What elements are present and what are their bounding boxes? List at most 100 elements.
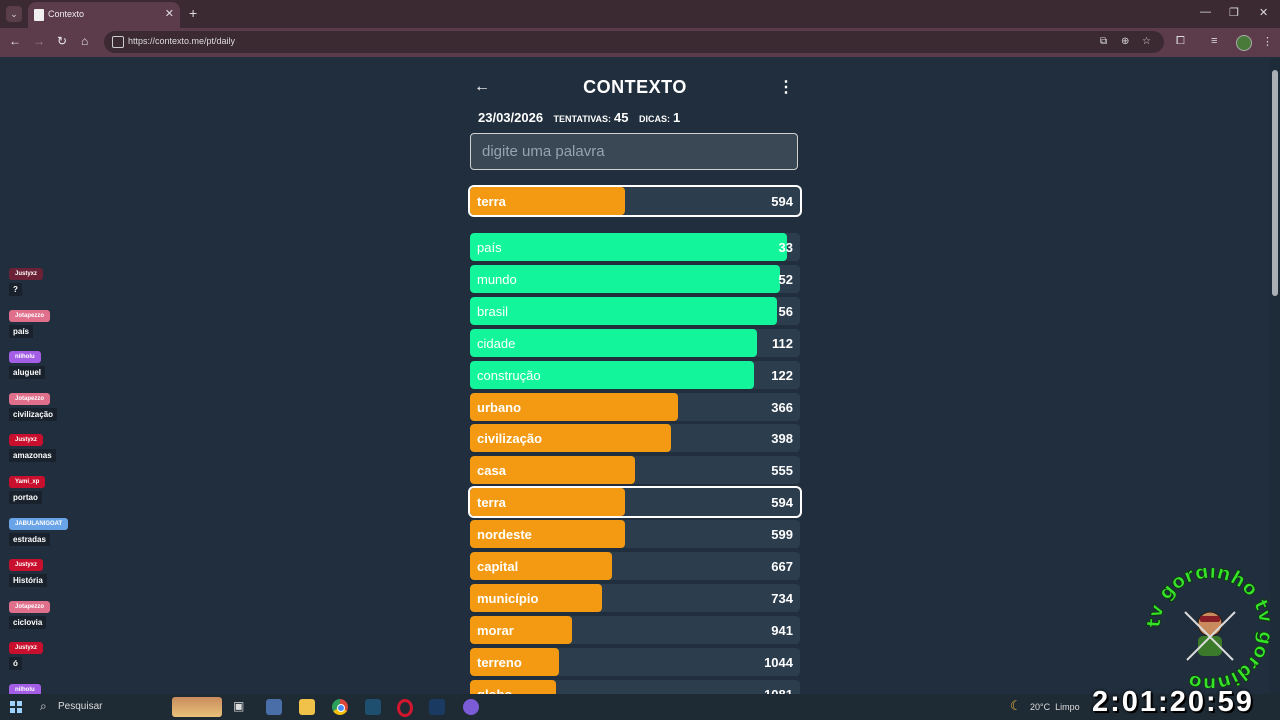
minimize-icon[interactable]: — (1200, 6, 1211, 18)
chat-message: Justyxz ó (9, 636, 44, 670)
guess-row: terreno 1044 (470, 648, 800, 676)
profile-avatar[interactable] (1236, 35, 1252, 51)
back-arrow-icon[interactable]: ← (474, 78, 490, 95)
microsoft-store-icon[interactable] (266, 699, 282, 715)
guess-word: morar (477, 623, 514, 638)
chat-message-text: amazonas (9, 449, 56, 462)
extensions-icon[interactable]: ⧠ (1176, 35, 1185, 47)
guess-distance: 941 (771, 623, 793, 638)
reload-icon[interactable]: ↻ (57, 34, 68, 48)
guess-row: brasil 56 (470, 297, 800, 325)
chat-message: Yami_xp portao (9, 470, 46, 504)
game-header: ← CONTEXTO ⋮ (470, 76, 800, 100)
search-icon[interactable]: ⌕ (40, 699, 47, 713)
task-view-icon[interactable]: ▣ (233, 699, 245, 713)
temperature: 20°C (1030, 702, 1051, 712)
media-control-icon[interactable]: ≡ (1211, 35, 1218, 47)
attempts-count: 45 (614, 110, 629, 125)
guess-distance: 398 (771, 431, 793, 446)
bookmark-star-icon[interactable]: ☆ (1142, 36, 1151, 47)
forward-icon[interactable]: → (33, 34, 45, 48)
stream-timer: 2:01:20:59 (1092, 686, 1254, 718)
site-info-icon[interactable] (112, 36, 124, 48)
scrollbar-thumb[interactable] (1272, 70, 1278, 296)
start-windows-icon[interactable] (10, 701, 22, 713)
home-icon[interactable]: ⌂ (81, 34, 89, 48)
hints-count: 1 (672, 110, 681, 125)
hints-label: DICAS: (638, 114, 670, 124)
close-tab-icon[interactable]: ✕ (164, 8, 174, 20)
page-scrollbar[interactable] (1270, 58, 1280, 694)
options-menu-icon[interactable]: ⋮ (778, 79, 794, 96)
zoom-icon[interactable]: ⊕ (1121, 36, 1130, 47)
address-bar[interactable]: https://contexto.me/pt/daily ⧉ ⊕ ☆ (104, 31, 1164, 53)
guess-word: nordeste (477, 527, 532, 542)
guess-row: casa 555 (470, 456, 800, 484)
game-title: CONTEXTO (583, 77, 687, 97)
word-input[interactable] (470, 133, 798, 170)
guess-distance: 594 (771, 495, 793, 510)
guess-distance: 112 (772, 336, 793, 351)
guess-word: terreno (477, 655, 522, 670)
guess-bar (470, 456, 635, 484)
file-explorer-icon[interactable] (299, 699, 315, 715)
last-guess-row: terra 594 (470, 187, 800, 215)
guess-bar (470, 520, 626, 548)
back-icon[interactable]: ← (9, 34, 21, 48)
moon-icon: ☾ (1010, 698, 1022, 713)
chat-username-badge: Jotapezzo (9, 601, 51, 613)
chat-username-badge: Yami_xp (9, 476, 46, 488)
guess-bar (470, 424, 672, 452)
guess-bar (470, 265, 781, 293)
close-window-icon[interactable]: ✕ (1259, 7, 1269, 19)
browser-menu-icon[interactable]: ⋮ (1262, 36, 1273, 48)
taskbar-search[interactable]: Pesquisar (58, 701, 103, 712)
guess-distance: 33 (778, 240, 793, 255)
chat-username-badge: Justyxz (9, 434, 44, 446)
guess-word: capital (477, 559, 519, 574)
guess-distance: 122 (771, 368, 793, 383)
steam-icon[interactable] (429, 699, 445, 715)
chat-message-text: estradas (9, 533, 50, 546)
opera-icon[interactable] (397, 699, 413, 717)
chat-message-text: História (9, 574, 47, 587)
weather-status: 20°C Limpo (1030, 702, 1080, 712)
guess-row: construção 122 (470, 361, 800, 389)
chat-message: Jotapezzo país (9, 304, 51, 338)
chat-message: JABULANIGOAT estradas (9, 512, 69, 546)
restore-icon[interactable]: ❐ (1229, 7, 1239, 19)
chrome-icon[interactable] (332, 699, 348, 715)
browser-tab[interactable]: Contexto ✕ (28, 2, 180, 28)
chat-username-badge: Justyxz (9, 268, 44, 280)
tab-strip: ⌄ Contexto ✕ + — ❐ ✕ (0, 0, 1280, 28)
discord-icon[interactable] (463, 699, 479, 715)
guess-row: nordeste 599 (470, 520, 800, 548)
browser-toolbar: ← → ↻ ⌂ https://contexto.me/pt/daily ⧉ ⊕… (0, 28, 1280, 57)
new-tab-icon[interactable]: + (189, 5, 198, 21)
guess-distance: 734 (771, 591, 793, 606)
guess-bar (470, 297, 777, 325)
url-text[interactable]: https://contexto.me/pt/daily (128, 36, 236, 46)
search-highlight-image[interactable] (172, 697, 222, 717)
guess-row: civilização 398 (470, 424, 800, 452)
app-icon[interactable] (365, 699, 381, 715)
guess-bar (470, 488, 626, 516)
guess-bar (470, 584, 602, 612)
guess-word: construção (477, 368, 541, 383)
chat-message-text: país (9, 325, 34, 338)
install-app-icon[interactable]: ⧉ (1100, 36, 1108, 47)
chat-message-text: aluguel (9, 366, 46, 379)
chat-message: Jotapezzo civilização (9, 387, 58, 421)
guess-bar (470, 648, 560, 676)
guess-word: município (477, 591, 539, 606)
guess-distance: 52 (778, 272, 793, 287)
windows-taskbar: ⌕ Pesquisar ▣ ☾ 20°C Limpo (0, 694, 1280, 720)
chat-message: Justyxz História (9, 553, 47, 587)
last-guess-bar (470, 187, 626, 215)
guess-bar (470, 233, 787, 261)
tab-title: Contexto (48, 9, 85, 19)
tab-search-dropdown-icon[interactable]: ⌄ (6, 6, 22, 22)
guess-row: terra 594 (470, 488, 800, 516)
chat-username-badge: Justyxz (9, 559, 44, 571)
guess-row: capital 667 (470, 552, 800, 580)
